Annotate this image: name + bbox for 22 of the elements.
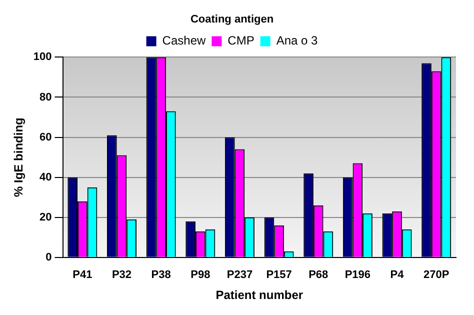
x-axis-title: Patient number — [216, 288, 304, 302]
x-tick-label: P196 — [344, 269, 371, 282]
x-tick-label: P4 — [390, 269, 405, 282]
x-tick-label: P157 — [266, 269, 292, 282]
x-tick-label: 270P — [423, 269, 450, 282]
legend-label: Cashew — [162, 34, 206, 48]
y-tick-label: 80 — [40, 91, 52, 104]
x-tick-label: P32 — [112, 269, 132, 282]
y-axis-title: % IgE binding — [12, 118, 26, 197]
y-tick-label: 20 — [40, 211, 52, 224]
y-tick-label: 60 — [40, 131, 52, 144]
x-tick-label: P68 — [308, 269, 328, 282]
x-tick-label: P98 — [190, 269, 210, 282]
y-tick-label: 100 — [33, 51, 52, 64]
x-tick-label: P237 — [226, 269, 253, 282]
y-tick-label: 40 — [40, 171, 52, 184]
x-tick-label: P41 — [72, 269, 92, 282]
legend-title: Coating antigen — [190, 14, 274, 26]
legend-label: Ana o 3 — [276, 34, 318, 48]
y-tick-label: 0 — [46, 251, 52, 264]
legend-label: CMP — [228, 34, 254, 48]
x-tick-label: P38 — [151, 269, 171, 282]
